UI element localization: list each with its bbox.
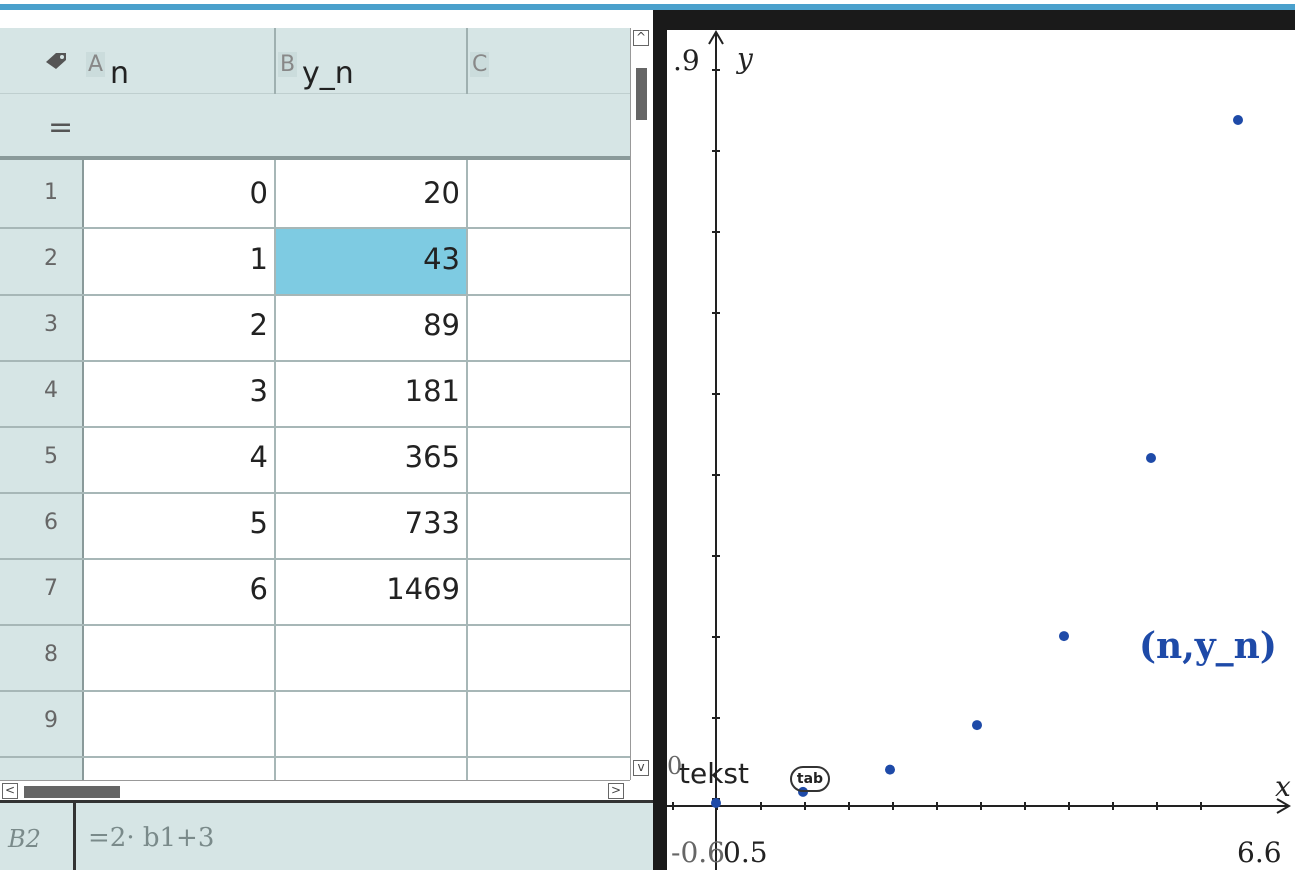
grid-line xyxy=(0,558,630,560)
y-max-label: .9 xyxy=(673,44,700,77)
row-number: 5 xyxy=(44,444,58,469)
cell-b1[interactable]: 20 xyxy=(423,176,460,210)
cell-reference: B2 xyxy=(0,803,76,870)
formula-input[interactable]: =2· b1+3 xyxy=(88,823,215,853)
scroll-up-icon[interactable]: ^ xyxy=(633,30,649,46)
row-number: 7 xyxy=(44,576,58,601)
cell-a7[interactable]: 6 xyxy=(249,572,268,606)
top-bar xyxy=(0,0,1295,10)
scatter-plot[interactable] xyxy=(667,30,1295,870)
column-letter-c: C xyxy=(470,52,490,77)
grid-line xyxy=(0,426,630,428)
cell-a3[interactable]: 2 xyxy=(249,308,268,342)
cell-a2[interactable]: 1 xyxy=(249,242,268,276)
data-points xyxy=(711,115,1243,808)
grid-line xyxy=(466,160,468,780)
x-tick-label: 0.5 xyxy=(723,836,768,869)
column-name-b: y_n xyxy=(302,56,354,91)
vertical-scroll-thumb[interactable] xyxy=(636,68,647,120)
horizontal-scrollbar[interactable]: < > xyxy=(0,780,630,802)
scroll-left-icon[interactable]: < xyxy=(2,783,18,799)
grid-line xyxy=(0,492,630,494)
data-point[interactable] xyxy=(972,720,982,731)
data-point[interactable] xyxy=(1059,631,1069,642)
cell-a5[interactable]: 4 xyxy=(249,440,268,474)
column-header-c[interactable]: C xyxy=(468,28,630,94)
scroll-down-icon[interactable]: v xyxy=(633,760,649,776)
column-header-b[interactable]: B y_n xyxy=(276,28,468,94)
row-number: 2 xyxy=(44,246,58,271)
plot-label[interactable]: (n,y_n) xyxy=(1139,625,1277,667)
data-point[interactable] xyxy=(711,798,721,808)
x-min-label: -0.6 xyxy=(671,836,725,869)
grid-line xyxy=(0,294,630,296)
x-max-label: 6.6 xyxy=(1237,836,1282,869)
column-name-a: n xyxy=(110,56,130,91)
row-number: 6 xyxy=(44,510,58,535)
x-axis-arrow-icon xyxy=(1276,798,1291,814)
cell-a6[interactable]: 5 xyxy=(249,506,268,540)
x-axis-ticks xyxy=(672,802,1202,810)
vertical-scrollbar[interactable]: ^ v xyxy=(630,28,652,780)
pane-divider[interactable] xyxy=(653,10,667,870)
x-axis-label: x xyxy=(1275,770,1291,803)
y-axis-label: y xyxy=(737,42,753,75)
data-point[interactable] xyxy=(1146,453,1156,463)
grid-line xyxy=(0,624,630,626)
row-number: 8 xyxy=(44,642,58,667)
grid-line xyxy=(274,160,276,780)
column-letter-b: B xyxy=(278,52,298,77)
row-number: 9 xyxy=(44,708,58,733)
entry-line[interactable]: B2 =2· b1+3 xyxy=(0,800,653,870)
horizontal-scroll-thumb[interactable] xyxy=(24,786,120,798)
y-axis-arrow-icon xyxy=(708,30,724,45)
tab-key-icon: tab xyxy=(790,766,830,792)
selected-cell-highlight xyxy=(276,228,466,294)
cell-b5[interactable]: 365 xyxy=(404,440,460,474)
y-origin-label: 0 xyxy=(667,752,683,780)
cell-a1[interactable]: 0 xyxy=(249,176,268,210)
cell-b6[interactable]: 733 xyxy=(404,506,460,540)
top-accent-line xyxy=(0,4,1295,10)
pencil-icon[interactable] xyxy=(44,50,70,72)
formula-equals-symbol: = xyxy=(48,110,74,145)
row-number: 1 xyxy=(44,180,58,205)
cell-b2[interactable]: 43 xyxy=(423,242,460,276)
column-letter-a: A xyxy=(86,52,106,77)
text-tool-label[interactable]: tekst xyxy=(679,757,749,790)
grid-line xyxy=(0,690,630,692)
cell-b4[interactable]: 181 xyxy=(404,374,460,408)
row-number: 4 xyxy=(44,378,58,403)
cell-b7[interactable]: 1469 xyxy=(386,572,460,606)
formula-row xyxy=(0,94,630,160)
grid-line xyxy=(0,227,630,229)
grid-line xyxy=(0,756,630,758)
scroll-right-icon[interactable]: > xyxy=(608,783,624,799)
cell-b3[interactable]: 89 xyxy=(423,308,460,342)
column-header-a[interactable]: A n xyxy=(84,28,276,94)
spreadsheet-pane: = A n B y_n C 1 0 20 2 1 43 3 2 89 4 3 1… xyxy=(0,10,653,870)
graph-pane[interactable]: y .9 0 x -0.6 0.5 6.6 tekst tab (n,y_n) xyxy=(667,10,1295,870)
row-number: 3 xyxy=(44,312,58,337)
data-point[interactable] xyxy=(1233,115,1243,125)
data-point[interactable] xyxy=(885,764,895,775)
cell-a4[interactable]: 3 xyxy=(249,374,268,408)
grid-line xyxy=(0,360,630,362)
